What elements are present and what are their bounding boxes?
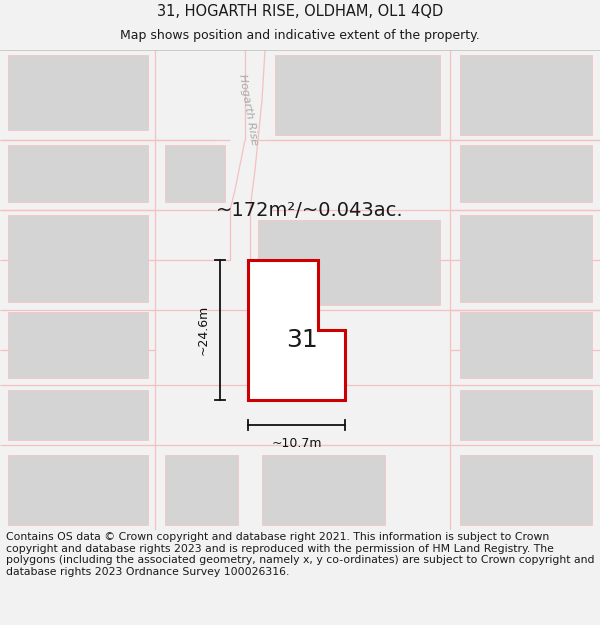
Bar [165, 455, 238, 525]
Bar [460, 455, 592, 525]
Text: 31, HOGARTH RISE, OLDHAM, OL1 4QD: 31, HOGARTH RISE, OLDHAM, OL1 4QD [157, 4, 443, 19]
Text: Contains OS data © Crown copyright and database right 2021. This information is : Contains OS data © Crown copyright and d… [6, 532, 595, 577]
Text: ~24.6m: ~24.6m [197, 305, 210, 355]
Bar [8, 55, 148, 130]
Bar [262, 455, 385, 525]
Bar [8, 455, 148, 525]
Bar [460, 145, 592, 202]
Text: ~10.7m: ~10.7m [271, 437, 322, 450]
Bar [8, 390, 148, 440]
Bar [8, 312, 148, 378]
Text: ~172m²/~0.043ac.: ~172m²/~0.043ac. [216, 201, 404, 220]
Bar [8, 215, 148, 302]
Bar [275, 55, 440, 135]
Text: Map shows position and indicative extent of the property.: Map shows position and indicative extent… [120, 29, 480, 42]
Bar [460, 55, 592, 135]
Text: 31: 31 [286, 328, 317, 352]
Bar [460, 215, 592, 302]
Text: Hogarth Rise: Hogarth Rise [237, 74, 259, 146]
Bar [258, 220, 440, 305]
Bar [8, 145, 148, 202]
Bar [460, 312, 592, 378]
Polygon shape [248, 260, 345, 400]
Bar [165, 145, 225, 202]
Bar [460, 390, 592, 440]
